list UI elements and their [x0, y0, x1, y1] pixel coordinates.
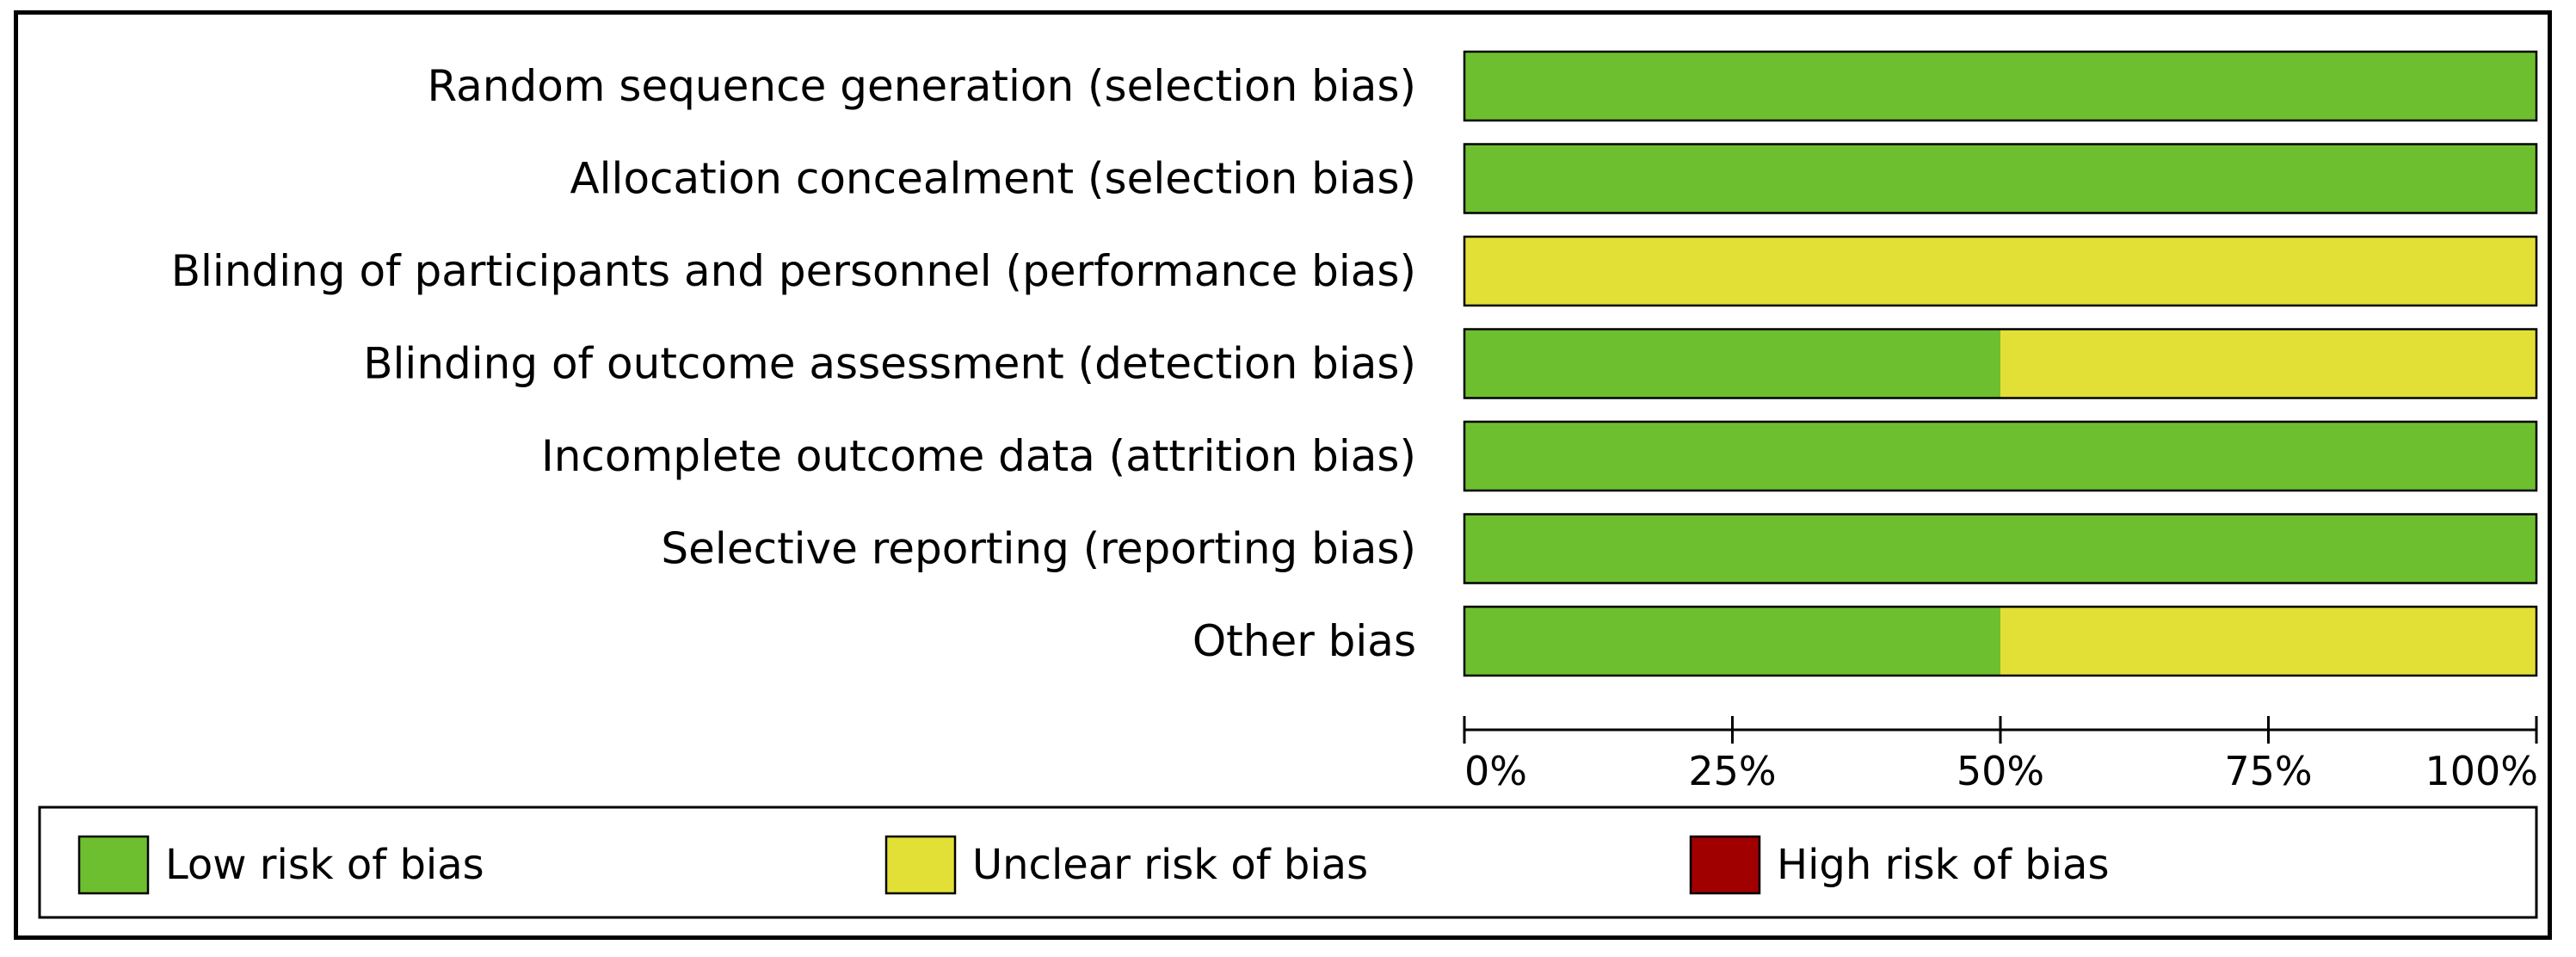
x-tick-label: 75% — [2224, 748, 2312, 794]
bar-outline-allocation-concealment-selection-bias — [1463, 143, 2538, 214]
bars-layer — [1463, 50, 2538, 677]
bar-random-sequence-generation-selection-bias-low-risk-of-bias — [1464, 52, 2536, 120]
x-tick-label: 0% — [1464, 748, 1527, 794]
legend-label-high-risk-of-bias: High risk of bias — [1777, 841, 2109, 889]
legend-label-low-risk-of-bias: Low risk of bias — [165, 841, 484, 889]
bar-other-bias-unclear-risk-of-bias — [2000, 607, 2536, 676]
x-axis: 0% 25% 50% 75% 100% — [1463, 716, 2538, 794]
legend-box — [38, 806, 2538, 919]
legend: Low risk of bias Unclear risk of bias High… — [38, 806, 2538, 919]
category-label: Incomplete outcome data (attrition bias) — [541, 431, 1416, 481]
bar-selective-reporting-reporting-bias-low-risk-of-bias — [1464, 514, 2536, 583]
legend-label-unclear-risk-of-bias: Unclear risk of bias — [972, 841, 1368, 889]
legend-swatch-unclear-risk-of-bias — [884, 835, 957, 895]
legend-swatch-low-risk-of-bias — [77, 835, 150, 895]
bar-outline-random-sequence-generation-selection-bias — [1463, 50, 2538, 122]
bar-blinding-of-outcome-assessment-detection-bias-unclear-risk-of-bias — [2000, 329, 2536, 398]
bar-blinding-of-outcome-assessment-detection-bias-low-risk-of-bias — [1464, 329, 2000, 398]
category-labels: Random sequence generation (selection bi… — [171, 61, 1416, 666]
bar-outline-selective-reporting-reporting-bias — [1463, 513, 2538, 584]
x-tick-label: 100% — [2425, 748, 2538, 794]
category-label: Blinding of participants and personnel (… — [171, 246, 1416, 296]
category-label: Selective reporting (reporting bias) — [661, 524, 1416, 574]
category-label: Blinding of outcome assessment (detectio… — [363, 339, 1416, 389]
category-label: Allocation concealment (selection bias) — [570, 154, 1416, 204]
bar-outline-incomplete-outcome-data-attrition-bias — [1463, 420, 2538, 492]
bar-other-bias-low-risk-of-bias — [1464, 607, 2000, 676]
bar-incomplete-outcome-data-attrition-bias-low-risk-of-bias — [1464, 422, 2536, 491]
x-tick-label: 25% — [1688, 748, 1776, 794]
category-label: Other bias — [1192, 616, 1416, 666]
bar-outline-other-bias — [1463, 605, 2538, 677]
category-label: Random sequence generation (selection bi… — [427, 61, 1416, 111]
legend-swatch-high-risk-of-bias — [1689, 835, 1761, 895]
bar-outline-blinding-of-participants-and-personnel-performance-bias — [1463, 235, 2538, 307]
bar-blinding-of-participants-and-personnel-performance-bias-unclear-risk-of-bias — [1464, 237, 2536, 306]
bar-allocation-concealment-selection-bias-low-risk-of-bias — [1464, 144, 2536, 213]
bar-outline-blinding-of-outcome-assessment-detection-bias — [1463, 328, 2538, 399]
x-tick-label: 50% — [1957, 748, 2044, 794]
